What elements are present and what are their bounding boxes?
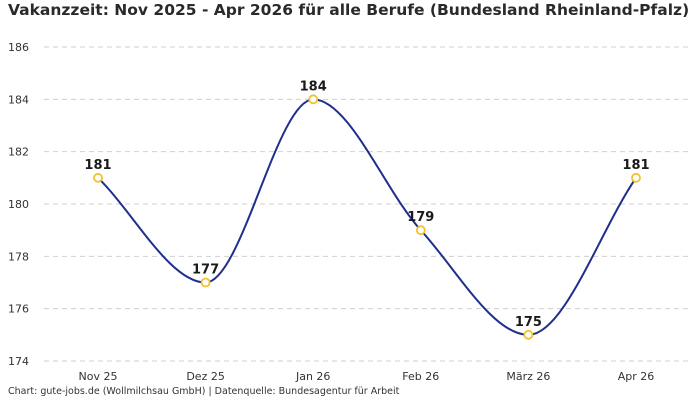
x-tick-label: Apr 26 xyxy=(618,370,655,383)
data-point xyxy=(308,94,319,105)
data-label: 181 xyxy=(622,158,649,173)
x-tick-label: Jan 26 xyxy=(295,370,330,383)
data-points xyxy=(93,94,641,340)
chart-source: Chart: gute-jobs.de (Wollmilchsau GmbH) … xyxy=(8,386,400,397)
data-label: 184 xyxy=(300,79,327,94)
chart-title: Vakanzzeit: Nov 2025 - Apr 2026 für alle… xyxy=(8,1,690,19)
data-point xyxy=(631,172,641,183)
data-labels: 181 177 184 179 175 181 xyxy=(84,79,649,330)
y-tick-label: 176 xyxy=(8,303,29,316)
data-label: 177 xyxy=(192,263,219,278)
x-tick-label: März 26 xyxy=(506,370,550,383)
x-tick-label: Dez 25 xyxy=(186,370,225,383)
data-label: 181 xyxy=(84,158,111,173)
y-axis-tick-labels: 174 176 178 180 182 184 186 xyxy=(8,41,29,368)
data-label: 175 xyxy=(515,315,542,330)
y-tick-label: 180 xyxy=(8,198,29,211)
y-tick-label: 174 xyxy=(8,355,29,368)
data-point xyxy=(415,225,426,236)
series-line-group xyxy=(97,98,637,336)
y-tick-label: 186 xyxy=(8,41,29,54)
y-tick-label: 184 xyxy=(8,93,29,106)
x-tick-label: Nov 25 xyxy=(79,370,118,383)
data-point xyxy=(200,277,211,288)
x-axis-tick-labels: Nov 25 Dez 25 Jan 26 Feb 26 März 26 Apr 26 xyxy=(79,370,655,383)
series-line xyxy=(97,98,637,336)
grid-lines xyxy=(44,46,692,362)
data-point xyxy=(93,172,103,183)
x-tick-label: Feb 26 xyxy=(402,370,439,383)
y-tick-label: 178 xyxy=(8,250,29,263)
y-tick-label: 182 xyxy=(8,146,29,159)
data-label: 179 xyxy=(407,210,434,225)
data-point xyxy=(523,329,534,340)
